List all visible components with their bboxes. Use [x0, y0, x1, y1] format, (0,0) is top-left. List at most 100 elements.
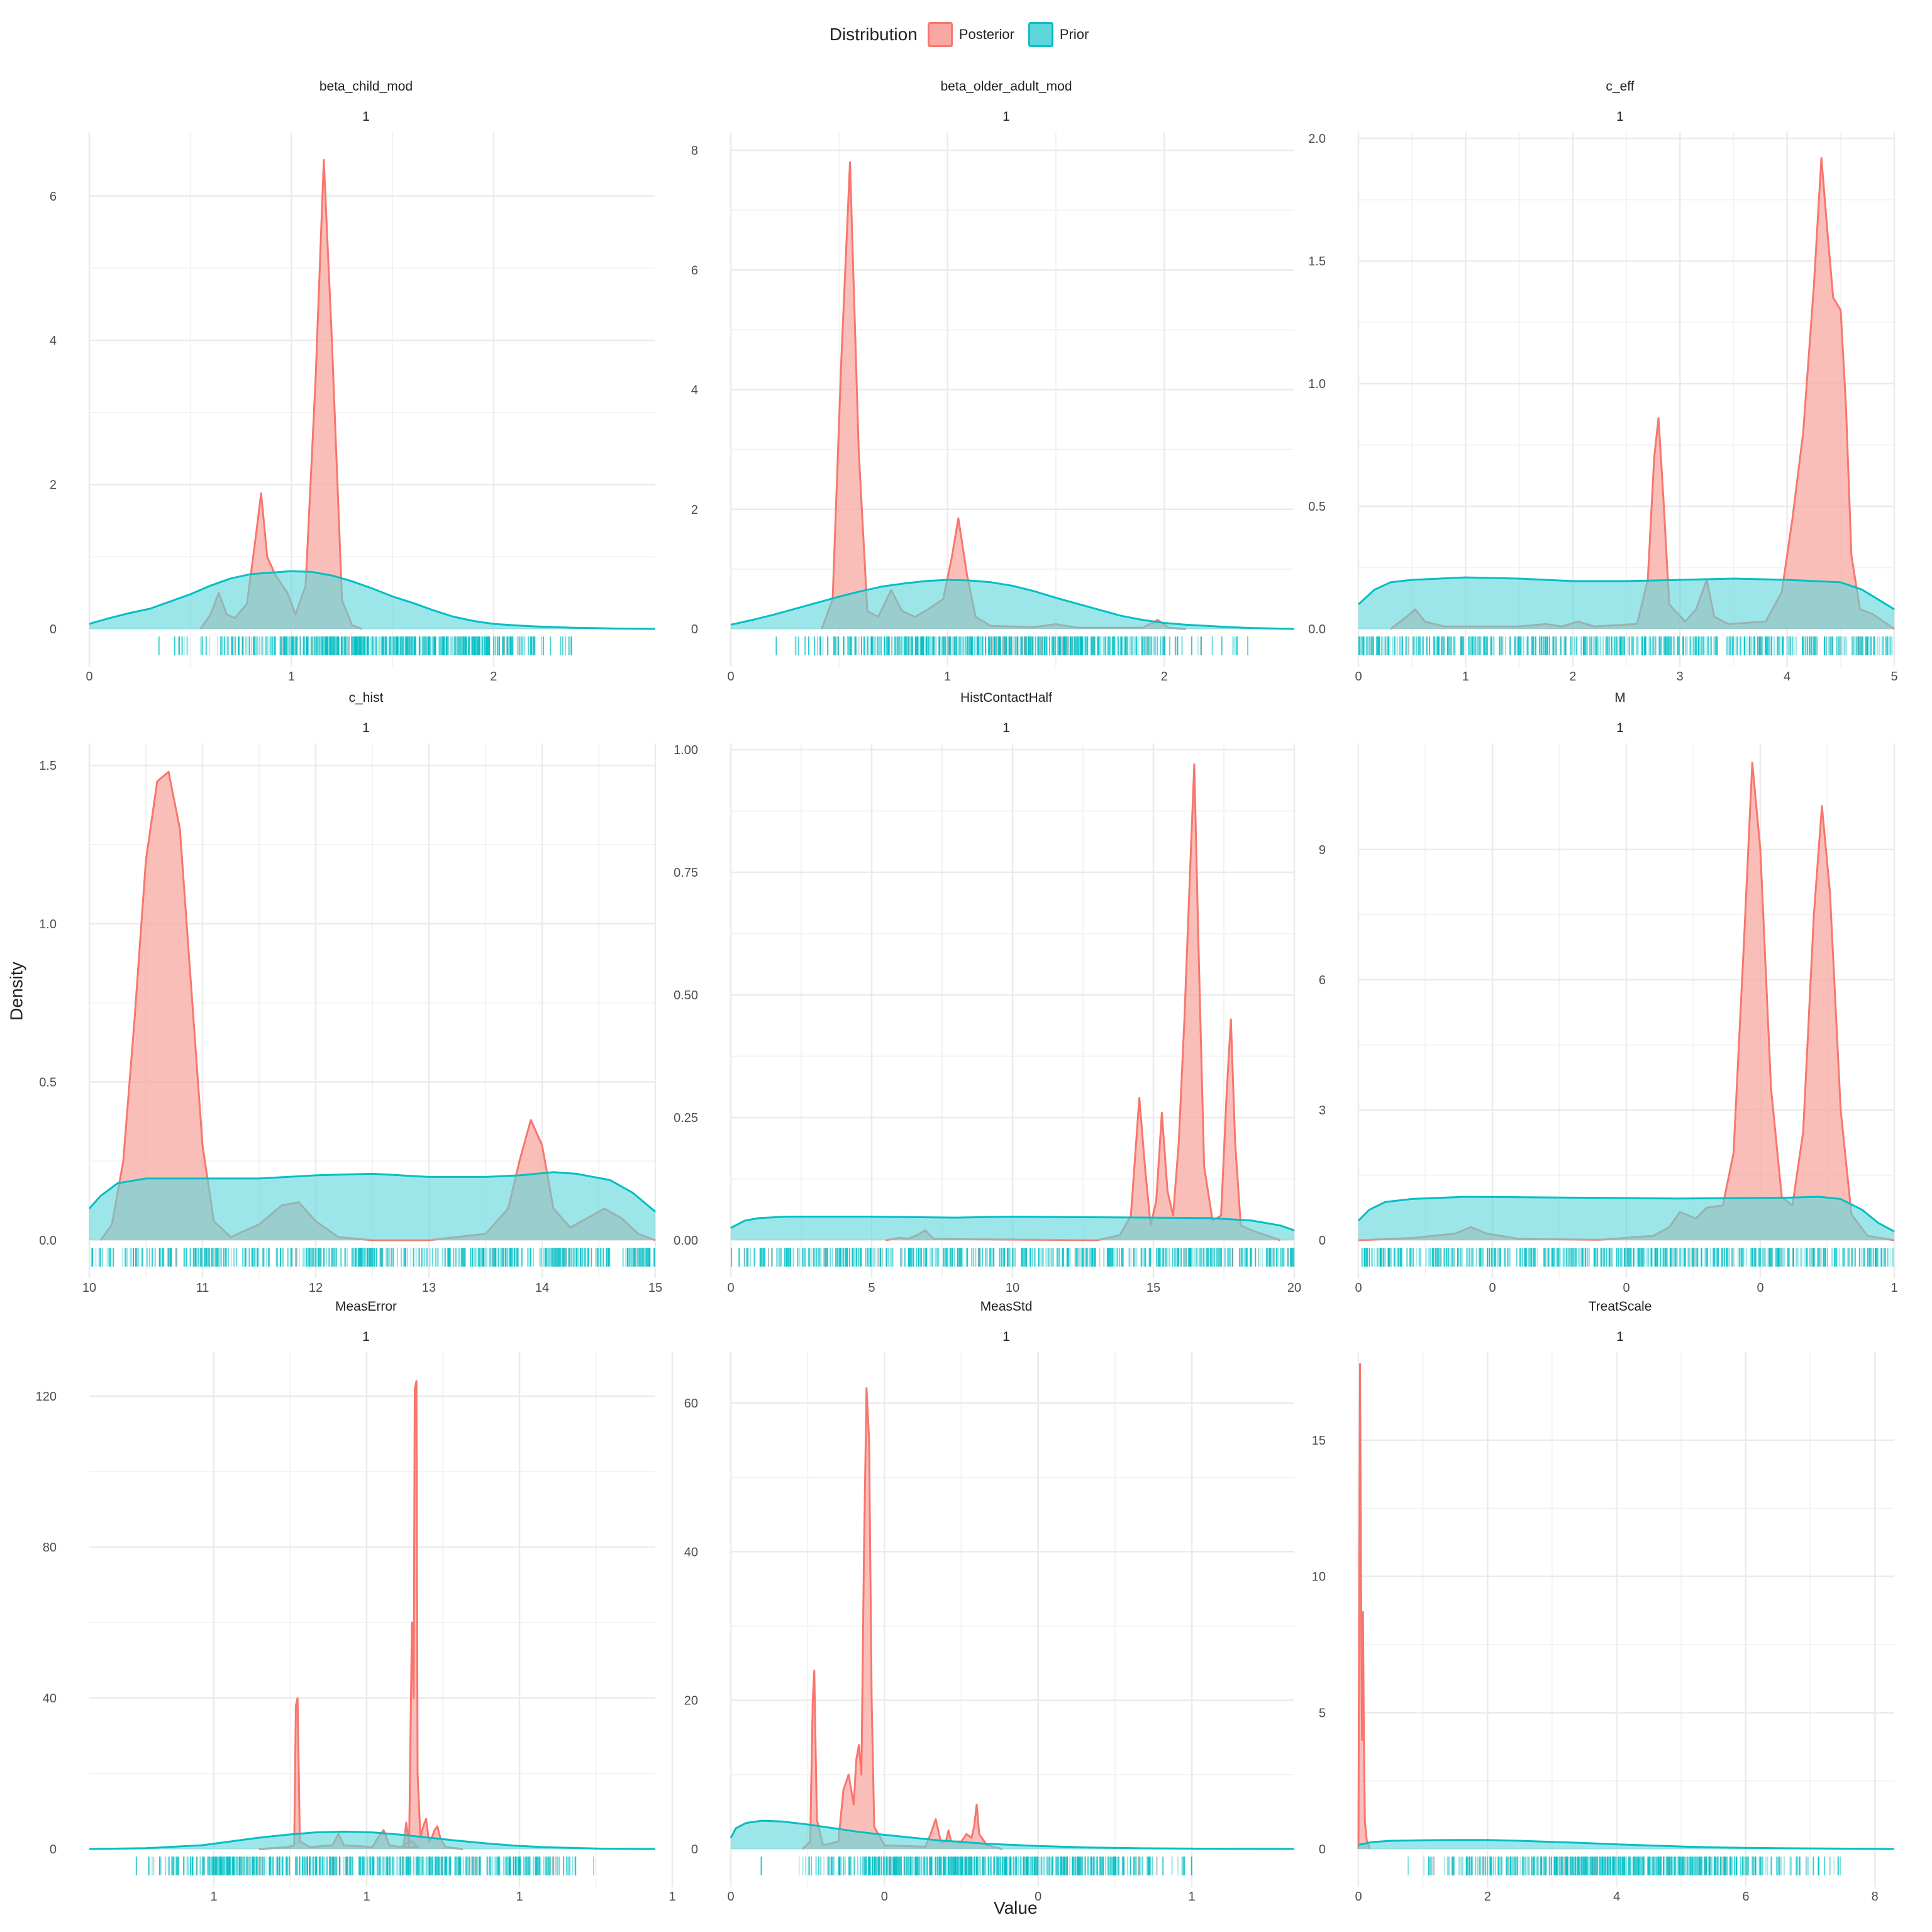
x-tick-label: 5 [1890, 670, 1897, 684]
x-tick-label: 1 [1890, 1281, 1897, 1295]
y-tick-label: 5 [1319, 1706, 1326, 1720]
x-tick-label: 1 [516, 1890, 523, 1904]
facet-panel: MeasStd 1 0 20 40 60 0 0 0 1 [684, 1299, 1295, 1904]
y-tick-label: 8 [691, 144, 698, 158]
y-tick-label: 0.0 [39, 1234, 57, 1248]
x-tick-label: 2 [1484, 1890, 1491, 1904]
rug-plot [775, 636, 1249, 655]
y-tick-label: 4 [691, 384, 698, 397]
rug-plot [1361, 1248, 1894, 1267]
x-tick-label: 1 [944, 670, 951, 684]
legend-label-posterior: Posterior [958, 26, 1014, 42]
y-tick-label: 20 [684, 1694, 698, 1708]
posterior-density-area [1358, 762, 1894, 1240]
x-tick-label: 0 [727, 1890, 734, 1904]
x-tick-label: 0 [727, 670, 734, 684]
x-tick-label: 5 [868, 1281, 875, 1295]
facet-title: beta_child_mod [319, 79, 413, 94]
y-tick-label: 1.0 [39, 918, 57, 931]
x-tick-label: 4 [1784, 670, 1790, 684]
y-tick-label: 0.25 [674, 1111, 698, 1125]
x-tick-label: 3 [1677, 670, 1684, 684]
prior-density-line [730, 1216, 1295, 1231]
facet-subtitle: 1 [1002, 721, 1010, 735]
facet-panel: HistContactHalf 1 0.00 0.25 0.50 0.75 1.00 0 5 10… [674, 691, 1301, 1295]
x-tick-label: 0 [881, 1890, 888, 1904]
x-tick-label: 8 [1872, 1890, 1879, 1904]
x-tick-label: 15 [648, 1281, 662, 1295]
x-tick-label: 2 [1161, 670, 1168, 684]
prior-density-line [1357, 576, 1895, 611]
prior-density-area [89, 1831, 655, 1849]
legend-label-prior: Prior [1059, 26, 1089, 42]
x-tick-label: 0 [1757, 1281, 1763, 1295]
y-tick-label: 2.0 [1308, 132, 1326, 146]
x-tick-label: 1 [1462, 670, 1469, 684]
facet-panel: beta_older_adult_mod 1 0 2 4 6 8 0 1 2 [691, 79, 1295, 684]
posterior-density-area [802, 1388, 1002, 1849]
legend-item-prior: Prior [1028, 22, 1089, 47]
y-tick-label: 1.0 [1308, 377, 1326, 391]
facet-subtitle: 1 [362, 1330, 370, 1344]
x-tick-label: 1 [669, 1890, 675, 1904]
facet-subtitle: 1 [1616, 109, 1624, 124]
prior-density-line [730, 579, 1295, 630]
facet-title: c_hist [349, 691, 384, 705]
prior-density-area [731, 580, 1294, 629]
rug-plot [158, 636, 572, 655]
prior-density-area [1358, 577, 1894, 629]
y-tick-label: 2 [50, 479, 57, 492]
facet-panel: c_eff 1 0.0 0.5 1.0 1.5 2.0 0 1 2 3 4 5 [1308, 79, 1897, 684]
prior-density-area [1358, 1840, 1894, 1849]
y-axis-title: Density [6, 962, 26, 1021]
y-tick-label: 60 [684, 1397, 698, 1411]
x-axis-title: Value [994, 1898, 1038, 1918]
x-tick-label: 14 [535, 1281, 549, 1295]
y-tick-label: 2 [691, 503, 698, 517]
y-tick-label: 0 [691, 623, 698, 636]
x-tick-label: 2 [1569, 670, 1576, 684]
y-tick-label: 15 [1312, 1434, 1326, 1448]
y-tick-label: 0 [50, 623, 57, 636]
legend-key-posterior [927, 22, 953, 47]
prior-density-line [89, 570, 656, 630]
x-tick-label: 13 [422, 1281, 436, 1295]
posterior-density-area [101, 772, 655, 1240]
y-tick-label: 1.00 [674, 743, 698, 757]
x-tick-label: 1 [288, 670, 295, 684]
facet-subtitle: 1 [1002, 109, 1010, 124]
legend: Distribution Posterior Prior [0, 19, 1932, 50]
y-tick-label: 6 [691, 264, 698, 277]
prior-density-line [89, 1830, 656, 1850]
facet-title: beta_older_adult_mod [941, 79, 1072, 94]
x-tick-label: 1 [363, 1890, 370, 1904]
x-tick-label: 1 [1189, 1890, 1196, 1904]
facet-title: c_eff [1606, 79, 1634, 94]
facet-subtitle: 1 [362, 721, 370, 735]
prior-density-area [1358, 1196, 1894, 1240]
x-tick-label: 1 [210, 1890, 217, 1904]
y-tick-label: 0.75 [674, 866, 698, 880]
x-tick-label: 0 [1035, 1890, 1041, 1904]
facet-title: TreatScale [1589, 1299, 1652, 1314]
x-tick-label: 2 [490, 670, 497, 684]
facet-subtitle: 1 [1616, 721, 1624, 735]
y-tick-label: 80 [43, 1541, 57, 1555]
y-tick-label: 4 [50, 334, 57, 348]
x-tick-label: 10 [82, 1281, 96, 1295]
y-tick-label: 0.5 [39, 1075, 57, 1089]
y-tick-label: 120 [36, 1390, 57, 1404]
prior-density-line [1357, 1196, 1895, 1233]
facet-subtitle: 1 [362, 109, 370, 124]
prior-density-line [730, 1819, 1295, 1850]
x-tick-label: 0 [1623, 1281, 1629, 1295]
y-tick-label: 0.5 [1308, 500, 1326, 514]
y-tick-label: 6 [50, 190, 57, 204]
y-tick-label: 0.00 [674, 1234, 698, 1248]
x-tick-label: 0 [1355, 1890, 1362, 1904]
y-tick-label: 1.5 [1308, 255, 1326, 269]
y-tick-label: 0 [50, 1843, 57, 1857]
prior-density-area [731, 1821, 1294, 1849]
